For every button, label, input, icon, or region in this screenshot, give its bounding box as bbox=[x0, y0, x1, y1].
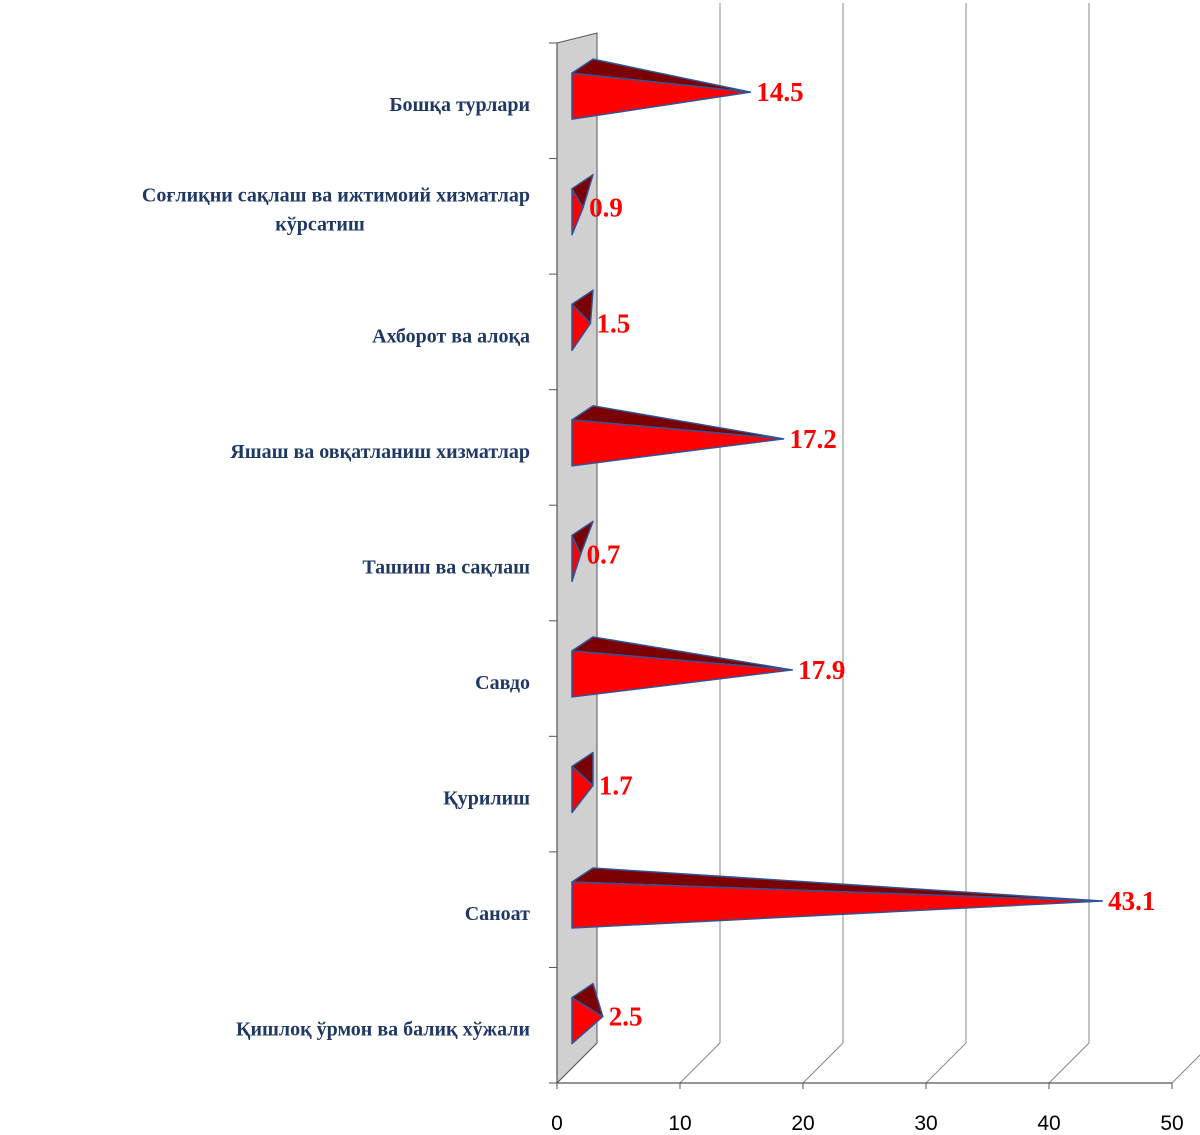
category-label: Яшаш ва овқатланиш хизматлар bbox=[230, 441, 530, 463]
floor-gridline bbox=[802, 1042, 844, 1084]
cone-bar bbox=[571, 765, 594, 814]
category-label-line: Қишлоқ ўрмон ва балиқ хўжали bbox=[236, 1019, 530, 1041]
category-label-line: Савдо bbox=[475, 672, 530, 694]
category-label-line: кўрсатиш bbox=[275, 214, 365, 236]
cone-bar bbox=[571, 187, 584, 236]
cone-bar bbox=[571, 996, 604, 1045]
category-label-line: Яшаш ва овқатланиш хизматлар bbox=[230, 441, 530, 463]
value-label: 17.2 bbox=[790, 424, 837, 454]
value-label: 17.9 bbox=[798, 655, 845, 685]
cone-bar bbox=[571, 650, 793, 698]
cone-bar bbox=[571, 419, 785, 467]
category-label: Қурилиш bbox=[443, 787, 530, 809]
x-tick-label: 50 bbox=[1160, 1112, 1183, 1135]
category-label: Бошқа турлари bbox=[389, 94, 530, 116]
value-label: 1.5 bbox=[596, 308, 630, 338]
category-label: Савдо bbox=[475, 672, 530, 694]
category-label-line: Саноат bbox=[465, 903, 530, 925]
value-label: 0.9 bbox=[589, 193, 623, 223]
cone-bar bbox=[571, 303, 592, 352]
category-label: Ташиш ва сақлаш bbox=[362, 556, 530, 578]
category-label-line: Бошқа турлари bbox=[389, 94, 530, 116]
cone-bar bbox=[571, 881, 1103, 929]
value-label: 43.1 bbox=[1108, 886, 1155, 916]
category-label-line: Қурилиш bbox=[443, 787, 530, 809]
category-label: Қишлоқ ўрмон ва балиқ хўжали bbox=[236, 1019, 530, 1041]
value-label: 1.7 bbox=[599, 770, 633, 800]
category-label: Соғлиқни сақлаш ва ижтимоий хизматлар кўр… bbox=[142, 185, 530, 236]
x-tick-label: 30 bbox=[914, 1112, 937, 1135]
floor-gridline bbox=[925, 1042, 967, 1084]
floor-gridline bbox=[1171, 1054, 1200, 1084]
category-label-line: Ташиш ва сақлаш bbox=[362, 556, 530, 578]
value-label: 14.5 bbox=[756, 77, 803, 107]
x-tick-label: 20 bbox=[791, 1112, 814, 1135]
value-label: 0.7 bbox=[587, 539, 621, 569]
cone-bar bbox=[571, 72, 752, 120]
floor-gridline bbox=[679, 1042, 721, 1084]
category-label: Ахборот ва алоқа bbox=[372, 325, 530, 347]
category-label-line: Ахборот ва алоқа bbox=[372, 325, 530, 347]
floor-gridline bbox=[1048, 1042, 1090, 1084]
category-label-line: Соғлиқни сақлаш ва ижтимоий хизматлар bbox=[142, 185, 530, 207]
category-label: Саноат bbox=[465, 903, 530, 925]
cone-bar bbox=[571, 534, 582, 583]
x-tick-label: 40 bbox=[1037, 1112, 1060, 1135]
value-label: 2.5 bbox=[609, 1002, 643, 1032]
x-tick-label: 0 bbox=[551, 1112, 563, 1135]
x-tick-label: 10 bbox=[668, 1112, 691, 1135]
